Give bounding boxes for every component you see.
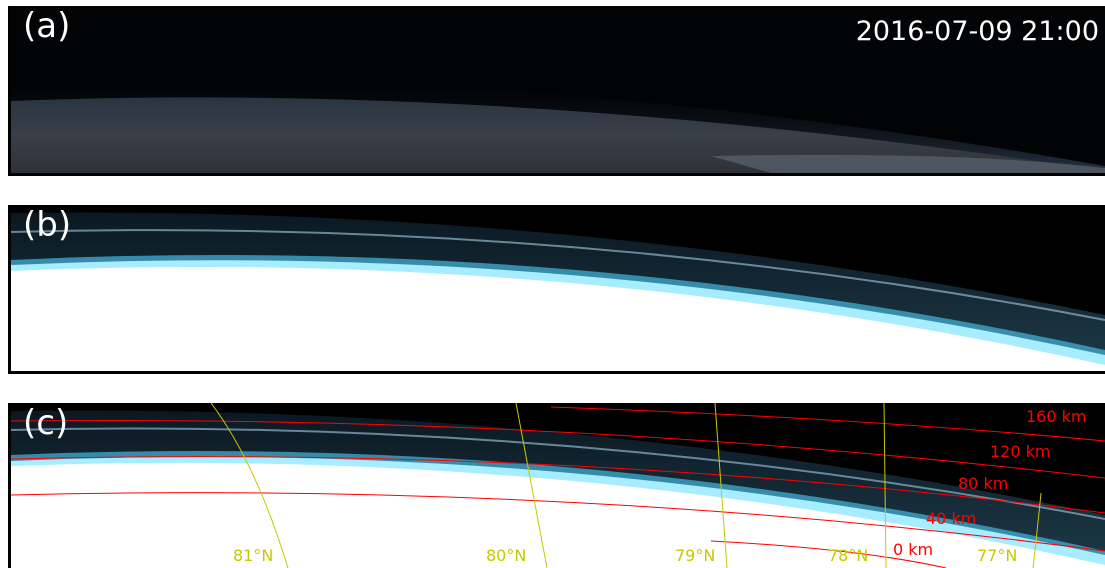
- panel-b-image: (b): [8, 205, 1105, 374]
- latitude-line-79: [714, 403, 728, 568]
- altitude-line-80: [11, 456, 1105, 514]
- altitude-line-40: [11, 492, 1105, 552]
- panel-c-overlay: 160 km 120 km 80 km 40 km 0 km 81°N 80°N…: [11, 403, 1105, 568]
- panel-a-label: (a): [23, 6, 71, 46]
- altitude-line-0: [710, 540, 947, 568]
- latitude-line-77: [1032, 492, 1042, 568]
- altitude-label-0: 0 km: [893, 540, 933, 559]
- latitude-label-81: 81°N: [233, 546, 273, 565]
- altitude-label-160: 160 km: [1026, 407, 1086, 426]
- altitude-line-160: [550, 406, 1105, 442]
- latitude-line-80: [515, 403, 548, 568]
- latitude-lines: [210, 403, 1042, 568]
- altitude-label-40: 40 km: [926, 509, 976, 528]
- panel-b-label: (b): [23, 205, 72, 245]
- altitude-contours: [11, 406, 1105, 568]
- latitude-label-78: 78°N: [828, 546, 868, 565]
- latitude-line-81: [210, 403, 289, 568]
- panel-c-image: 160 km 120 km 80 km 40 km 0 km 81°N 80°N…: [8, 403, 1105, 568]
- altitude-label-80: 80 km: [958, 474, 1008, 493]
- altitude-line-120: [11, 419, 1105, 479]
- panel-a-image: (a) 2016-07-09 21:00: [8, 6, 1105, 176]
- latitude-label-79: 79°N: [675, 546, 715, 565]
- latitude-label-77: 77°N: [977, 546, 1017, 565]
- panel-c-label: (c): [23, 403, 69, 443]
- latitude-label-80: 80°N: [486, 546, 526, 565]
- altitude-label-120: 120 km: [990, 442, 1050, 461]
- latitude-line-78: [883, 403, 887, 568]
- panel-a-earth-limb: [11, 6, 1105, 173]
- timestamp: 2016-07-09 21:00: [855, 16, 1099, 47]
- panel-b-earth-limb: [11, 205, 1105, 371]
